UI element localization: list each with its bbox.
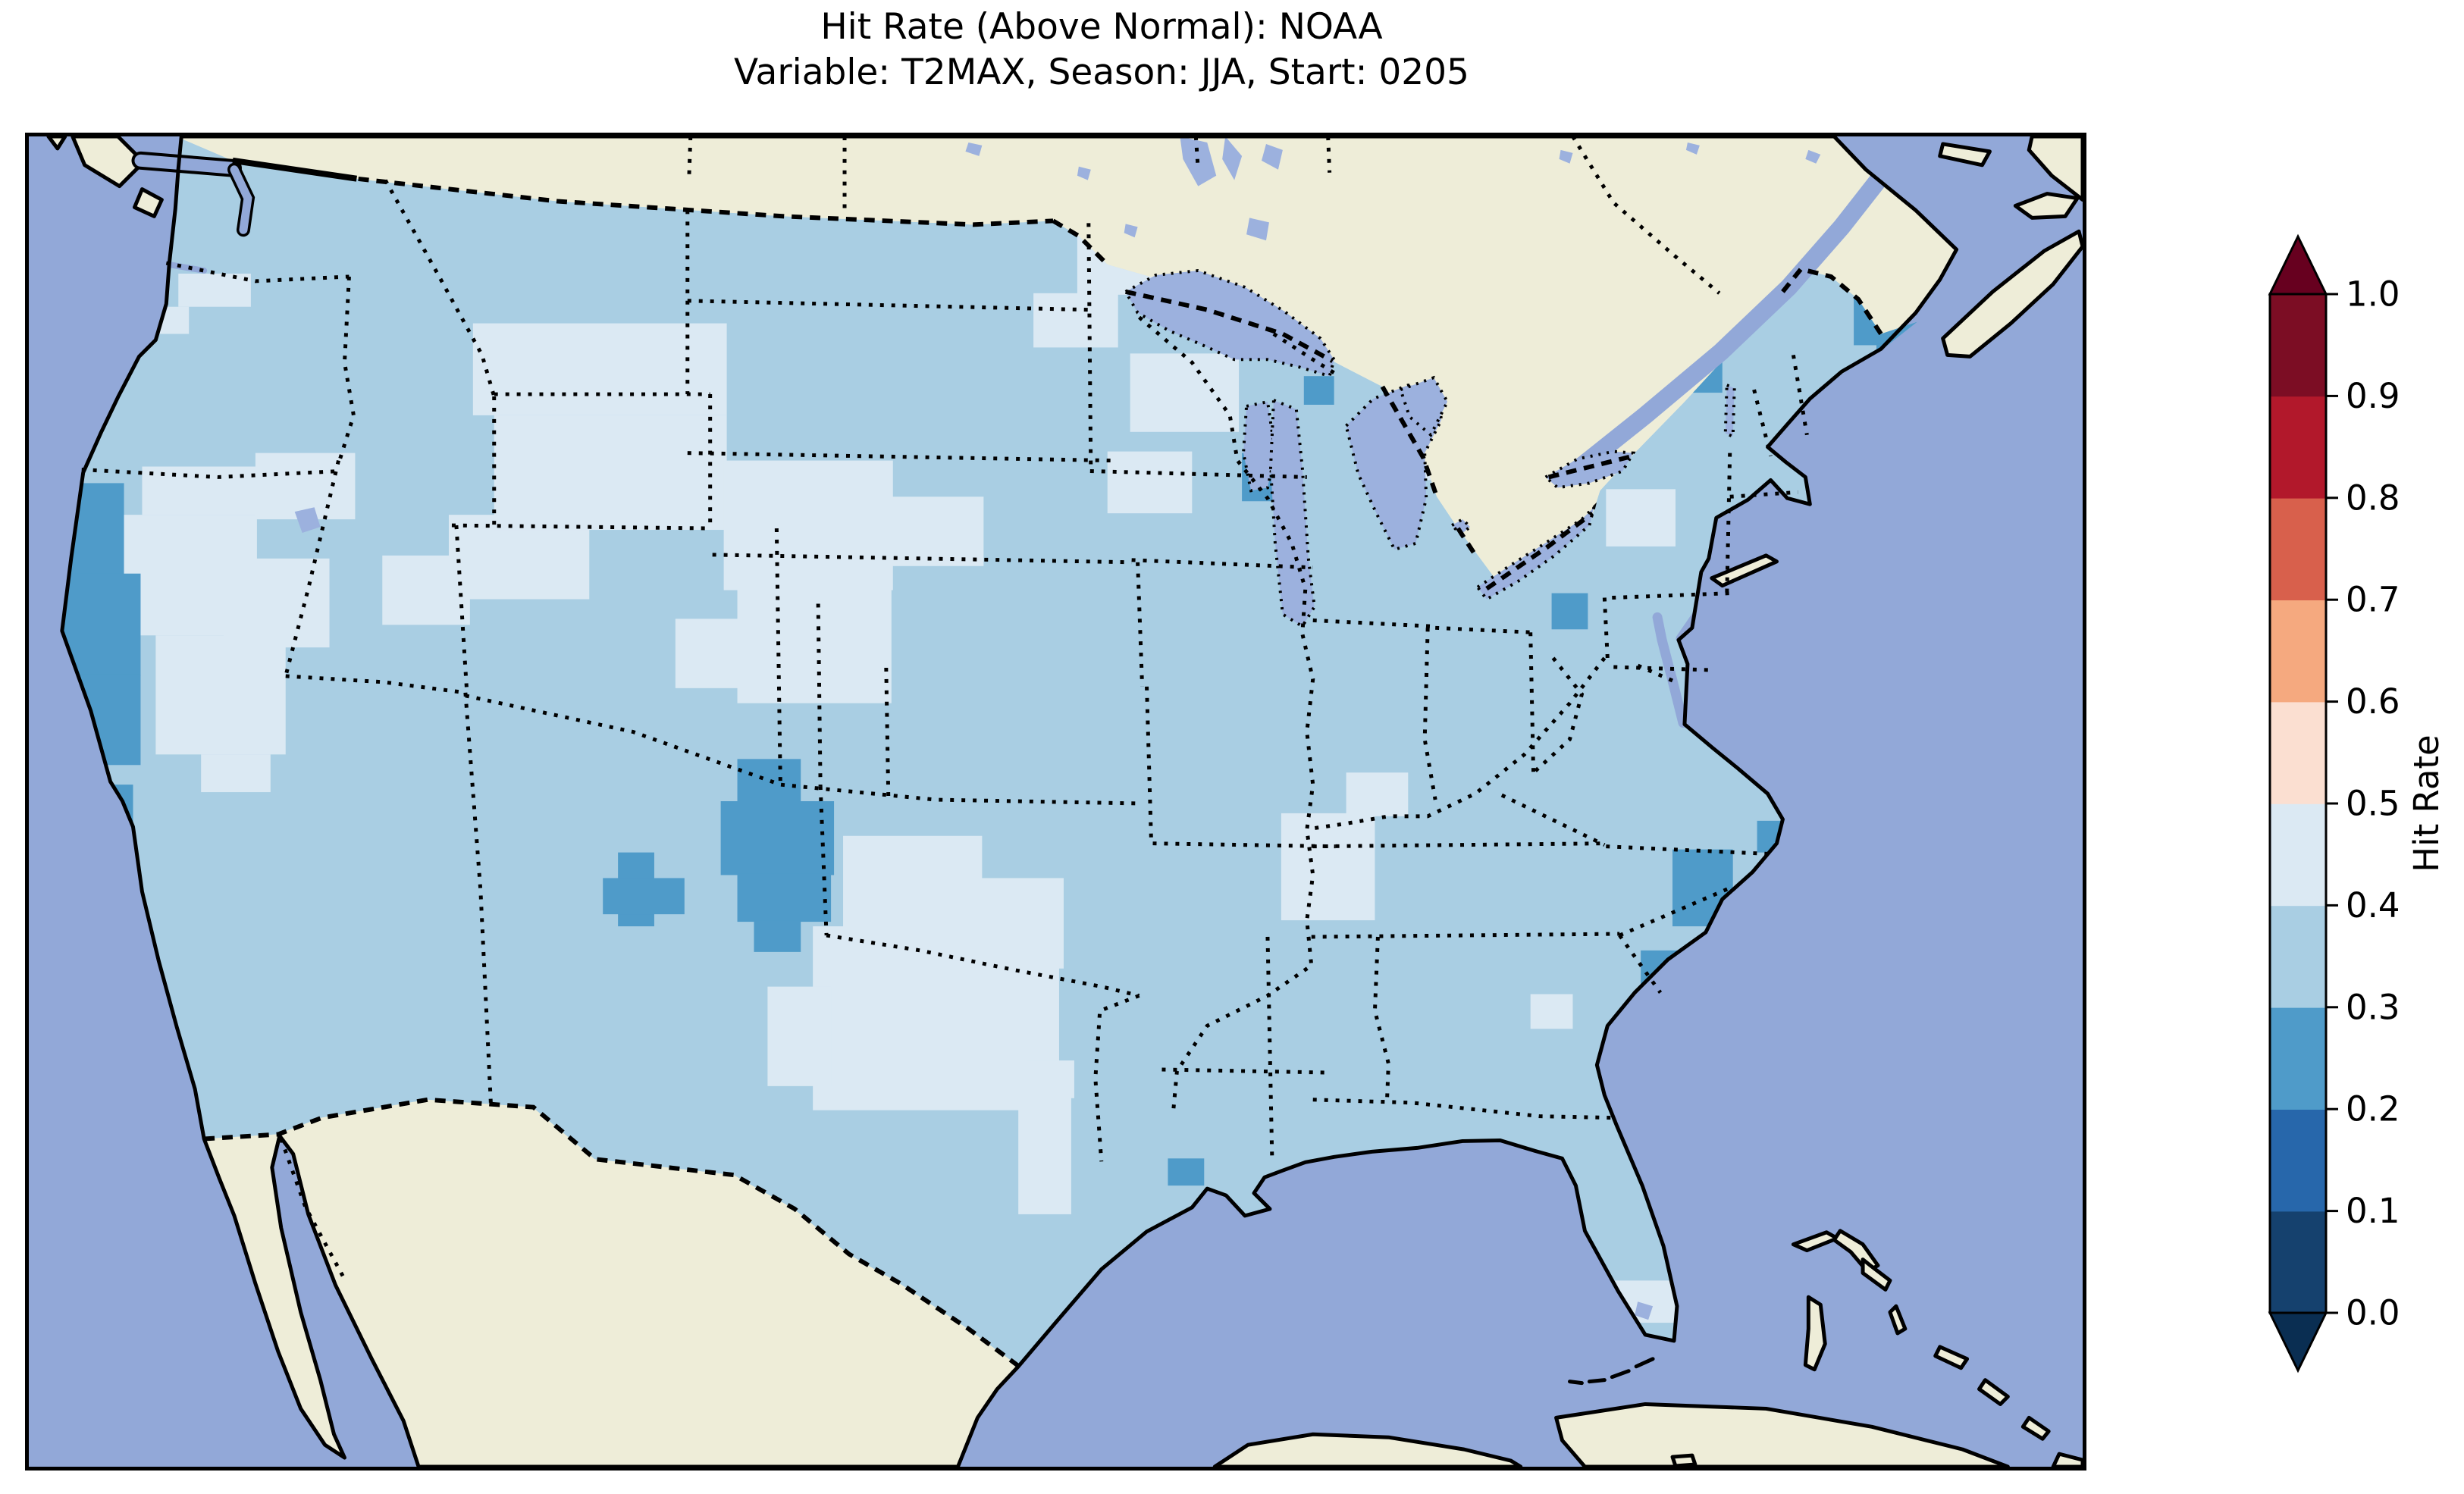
hit-rate-patch-adirondacks-newyork bbox=[1606, 489, 1676, 547]
international-borders-layer bbox=[203, 157, 1883, 1369]
island bbox=[2027, 136, 2083, 202]
island bbox=[1933, 1345, 1970, 1370]
island bbox=[1212, 1432, 1523, 1467]
small-lake bbox=[1635, 1301, 1654, 1320]
island bbox=[1670, 1453, 1698, 1467]
hit-rate-patch-texas bbox=[767, 835, 1074, 1214]
colorbar-bins bbox=[2270, 294, 2326, 1314]
florida-keys bbox=[1568, 1380, 1584, 1386]
colorbar-bin-0.9-1.0 bbox=[2270, 294, 2326, 397]
hit-rate-patch-newmexico-cross bbox=[603, 852, 685, 927]
small-lake bbox=[965, 142, 983, 156]
hit-rate-patch-pennsylvania-cell bbox=[1551, 593, 1588, 630]
colorbar-bin-0.4-0.5 bbox=[2270, 803, 2326, 907]
colorbar-tick-label: 0.8 bbox=[2346, 478, 2400, 518]
colorbar-tick-label: 1.0 bbox=[2346, 274, 2400, 315]
island bbox=[2020, 1415, 2051, 1441]
colorbar: 0.0 0.1 0.2 0.3 0.4 0.5 0.6 0.7 0.8 0.9 1.0 Hit Rat… bbox=[2221, 211, 2464, 1393]
great-lake bbox=[1123, 268, 1336, 378]
small-lake bbox=[1805, 149, 1821, 164]
great-lake bbox=[1449, 517, 1472, 537]
hit-rate-patch-missouri-kentucky bbox=[1281, 772, 1409, 921]
great-lake bbox=[1723, 383, 1736, 439]
small-lake bbox=[1559, 149, 1573, 164]
great-lake bbox=[1242, 399, 1277, 493]
hit-rate-patch-colorado-newmexico-border bbox=[720, 759, 835, 952]
hit-rate-data-layer bbox=[61, 138, 1917, 1367]
florida-keys bbox=[1610, 1369, 1631, 1380]
hit-rate-patch-northern-plains-montana-wyoming bbox=[472, 323, 984, 703]
small-lake bbox=[1685, 142, 1700, 155]
colorbar-bin-0.8-0.9 bbox=[2270, 396, 2326, 499]
great-lake bbox=[1344, 384, 1444, 552]
colorbar-tick-label: 0.5 bbox=[2346, 784, 2400, 824]
colorbar-bin-0.0-0.1 bbox=[2270, 1211, 2326, 1314]
island bbox=[1977, 1378, 2010, 1406]
island bbox=[1938, 142, 1992, 168]
colorbar-tick-label: 0.4 bbox=[2346, 885, 2400, 926]
chesapeake-bay bbox=[1652, 612, 1688, 728]
colorbar-bin-0.3-0.4 bbox=[2270, 905, 2326, 1008]
small-lake bbox=[294, 507, 321, 534]
great-lake bbox=[1398, 375, 1450, 437]
colorbar-tick-label: 0.2 bbox=[2346, 1089, 2400, 1129]
colorbar-bin-0.7-0.8 bbox=[2270, 497, 2326, 600]
island bbox=[71, 136, 146, 189]
state-borders-layer bbox=[81, 136, 1809, 1283]
small-lake bbox=[1222, 136, 1243, 180]
puget-sound bbox=[230, 165, 252, 234]
coastline-layer bbox=[60, 136, 1959, 1467]
island bbox=[1888, 1304, 1908, 1336]
colorbar-under-arrow bbox=[2268, 1311, 2328, 1373]
colorbar-bin-0.2-0.3 bbox=[2270, 1007, 2326, 1110]
colorbar-tick-label: 0.1 bbox=[2346, 1191, 2400, 1231]
map-frame bbox=[25, 133, 2086, 1471]
colorbar-tick-label: 0.6 bbox=[2346, 681, 2400, 722]
florida-keys bbox=[1634, 1357, 1655, 1369]
colorbar-tick-label: 0.0 bbox=[2346, 1293, 2400, 1333]
small-lake bbox=[1261, 143, 1283, 170]
island bbox=[1941, 229, 2083, 359]
conus-hit-rate-map bbox=[29, 136, 2083, 1467]
colorbar-svg: 0.0 0.1 0.2 0.3 0.4 0.5 0.6 0.7 0.8 0.9 1.0 Hit Rat… bbox=[2268, 233, 2447, 1373]
florida-keys bbox=[1587, 1378, 1607, 1384]
island bbox=[1861, 1258, 1892, 1292]
title-line-2: Variable: T2MAX, Season: JJA, Start: 020… bbox=[734, 52, 1469, 94]
island bbox=[46, 136, 67, 151]
columbia-river bbox=[166, 262, 208, 274]
colorbar-ticks: 0.0 0.1 0.2 0.3 0.4 0.5 0.6 0.7 0.8 0.9 1.0 bbox=[2326, 274, 2400, 1333]
colorbar-over-arrow bbox=[2268, 233, 2328, 296]
great-lake bbox=[1268, 398, 1316, 629]
title-line-1: Hit Rate (Above Normal): NOAA bbox=[820, 6, 1383, 48]
small-lake bbox=[1124, 224, 1138, 238]
colorbar-bin-0.5-0.6 bbox=[2270, 701, 2326, 804]
island bbox=[1803, 1295, 1827, 1372]
hit-rate-patch-georgia-cell bbox=[1530, 994, 1573, 1029]
hit-rate-patch-louisiana-coast-cell bbox=[1168, 1158, 1205, 1186]
colorbar-tick-label: 0.7 bbox=[2346, 580, 2400, 620]
colorbar-bin-0.1-0.2 bbox=[2270, 1109, 2326, 1212]
small-lake bbox=[1246, 218, 1269, 241]
strait-juan-de-fuca bbox=[134, 154, 239, 174]
figure-title: Hit Rate (Above Normal): NOAA Variable: … bbox=[25, 5, 2178, 96]
colorbar-bin-0.6-0.7 bbox=[2270, 600, 2326, 703]
colorbar-axis-label: Hit Rate bbox=[2406, 734, 2447, 872]
island bbox=[2051, 1452, 2083, 1467]
small-lake bbox=[1077, 166, 1091, 180]
colorbar-tick-label: 0.9 bbox=[2346, 376, 2400, 416]
island bbox=[2013, 192, 2080, 220]
island bbox=[132, 187, 164, 218]
colorbar-tick-label: 0.3 bbox=[2346, 987, 2400, 1027]
island bbox=[1554, 1402, 2010, 1467]
